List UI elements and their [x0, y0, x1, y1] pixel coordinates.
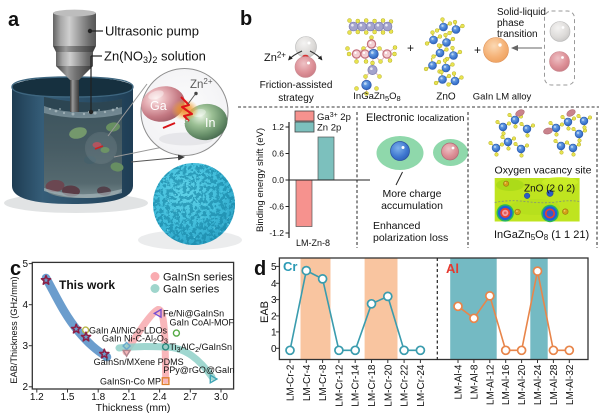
svg-text:LM-Cr-22: LM-Cr-22: [400, 364, 411, 407]
svg-text:Oxygen vacancy site: Oxygen vacancy site: [495, 165, 592, 177]
svg-text:GaIn Ni-C-Al2O3: GaIn Ni-C-Al2O3: [102, 334, 168, 346]
svg-text:LM-Zn-8: LM-Zn-8: [296, 238, 330, 248]
svg-text:2.1: 2.1: [122, 392, 136, 403]
svg-text:Ga3+ 2p: Ga3+ 2p: [317, 112, 351, 123]
svg-text:LM-Cr-18: LM-Cr-18: [367, 364, 378, 407]
svg-text:LM-Cr-4: LM-Cr-4: [302, 364, 313, 401]
svg-text:3.0: 3.0: [214, 392, 228, 403]
svg-text:+: +: [474, 43, 481, 57]
svg-text:LM-Al-16: LM-Al-16: [501, 364, 512, 405]
svg-text:1.5: 1.5: [61, 392, 75, 403]
svg-text:Electronic localization: Electronic localization: [366, 112, 464, 124]
svg-text:1.8: 1.8: [91, 392, 105, 403]
svg-text:accumulation: accumulation: [381, 200, 443, 212]
svg-text:InGaZn5O8 (1 1 21): InGaZn5O8 (1 1 21): [494, 229, 589, 242]
svg-text:LM-Cr-2: LM-Cr-2: [286, 364, 297, 401]
svg-text:Fe/Ni@GaInSn: Fe/Ni@GaInSn: [163, 309, 224, 319]
svg-text:e-: e-: [179, 115, 189, 130]
svg-text:5: 5: [271, 262, 277, 273]
svg-text:LM-Al-24: LM-Al-24: [533, 364, 544, 405]
svg-text:Solid-liquid: Solid-liquid: [497, 7, 546, 18]
svg-text:-1.2: -1.2: [269, 228, 284, 238]
svg-text:InGaZn5O8: InGaZn5O8: [353, 91, 400, 103]
svg-text:1.2: 1.2: [272, 122, 284, 132]
svg-text:a: a: [8, 9, 20, 31]
svg-text:+: +: [407, 41, 414, 55]
svg-text:5: 5: [22, 259, 28, 270]
svg-text:Ga: Ga: [150, 99, 167, 113]
svg-text:b: b: [240, 8, 252, 30]
svg-text:Ti3AlC2/GaInSn: Ti3AlC2/GaInSn: [170, 342, 233, 354]
svg-text:GaIn Al/NiCo-LDOs: GaIn Al/NiCo-LDOs: [89, 326, 168, 336]
svg-text:ZnO: ZnO: [436, 92, 456, 103]
svg-text:Friction-assisted: Friction-assisted: [260, 80, 333, 91]
svg-text:transition: transition: [497, 29, 538, 40]
svg-text:LM-Cr-14: LM-Cr-14: [351, 364, 362, 407]
svg-text:Ultrasonic pump: Ultrasonic pump: [105, 24, 199, 39]
svg-text:polarization loss: polarization loss: [373, 232, 448, 244]
svg-text:In: In: [205, 116, 215, 130]
svg-text:LM-Cr-20: LM-Cr-20: [383, 364, 394, 407]
svg-text:Al: Al: [446, 261, 459, 276]
svg-text:c: c: [10, 258, 21, 280]
svg-text:GaIn CoAl-MOF: GaIn CoAl-MOF: [169, 318, 234, 328]
svg-text:LM-Cr-24: LM-Cr-24: [416, 364, 427, 407]
svg-text:GaIn LM alloy: GaIn LM alloy: [473, 92, 532, 103]
svg-text:3: 3: [271, 295, 277, 306]
svg-text:2: 2: [271, 311, 277, 322]
svg-text:-0.6: -0.6: [269, 202, 284, 212]
svg-text:GaInSn/MXene PDMS: GaInSn/MXene PDMS: [94, 357, 184, 367]
svg-text:Zn(NO3)2 solution: Zn(NO3)2 solution: [104, 49, 206, 66]
svg-text:4: 4: [22, 300, 28, 311]
svg-text:LM-Al-8: LM-Al-8: [469, 364, 480, 399]
svg-text:EAB/Thickness (GHz/mm): EAB/Thickness (GHz/mm): [9, 276, 19, 383]
svg-text:Thickness (mm): Thickness (mm): [96, 402, 171, 414]
svg-text:ZnO (2 0 2): ZnO (2 0 2): [524, 184, 575, 195]
svg-text:This work: This work: [59, 278, 115, 292]
svg-text:0: 0: [271, 344, 277, 355]
svg-text:phase: phase: [497, 18, 525, 29]
svg-text:LM-Al-12: LM-Al-12: [485, 364, 496, 405]
svg-text:GaInSn-Co MP: GaInSn-Co MP: [100, 377, 161, 387]
svg-text:PPy@rGO@GaIn: PPy@rGO@GaIn: [163, 365, 234, 375]
svg-text:2.7: 2.7: [183, 392, 197, 403]
svg-text:Cr: Cr: [283, 259, 297, 274]
svg-text:LM-Al-28: LM-Al-28: [549, 364, 560, 405]
svg-text:1: 1: [271, 327, 277, 338]
svg-text:LM-Cr-8: LM-Cr-8: [318, 364, 329, 401]
svg-text:0.6: 0.6: [272, 149, 284, 159]
svg-text:4: 4: [271, 279, 277, 290]
svg-text:strategy: strategy: [278, 93, 314, 104]
svg-text:EAB: EAB: [259, 301, 271, 323]
svg-text:GaInSn series: GaInSn series: [163, 272, 233, 284]
svg-text:LM-Cr-12: LM-Cr-12: [334, 364, 345, 407]
svg-text:More charge: More charge: [383, 188, 442, 200]
svg-text:2: 2: [22, 382, 28, 393]
svg-text:LM-Al-4: LM-Al-4: [454, 364, 465, 399]
svg-text:GaIn series: GaIn series: [163, 284, 220, 296]
svg-text:d: d: [254, 258, 266, 280]
svg-text:LM-Al-20: LM-Al-20: [517, 364, 528, 405]
svg-text:0.0: 0.0: [272, 175, 284, 185]
svg-text:Zn2+: Zn2+: [264, 51, 286, 65]
svg-text:LM-Al-32: LM-Al-32: [565, 364, 576, 405]
svg-text:Zn 2p: Zn 2p: [317, 123, 341, 134]
svg-text:2.4: 2.4: [153, 392, 167, 403]
svg-text:3: 3: [22, 341, 28, 352]
svg-text:Enhanced: Enhanced: [373, 220, 420, 232]
svg-text:1.2: 1.2: [30, 392, 44, 403]
svg-text:Binding energy shift (eV): Binding energy shift (eV): [255, 128, 266, 232]
